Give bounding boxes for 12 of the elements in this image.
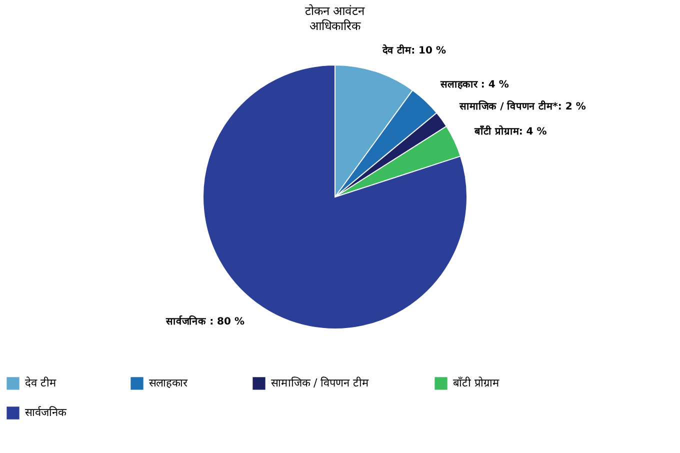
- data-label: सलाहकार : 4 %: [439, 80, 509, 91]
- legend-label: बाँटी प्रोग्राम: [453, 376, 500, 390]
- data-label: देव टीम: 10 %: [382, 44, 446, 57]
- chart-title: टोकन आवंटन: [305, 4, 365, 18]
- legend-label: देव टीम: [25, 376, 56, 390]
- data-label: सार्वजनिक : 80 %: [165, 314, 244, 328]
- legend-label: सार्वजनिक: [25, 406, 67, 419]
- data-label: बाँटी प्रोग्राम: 4 %: [473, 124, 547, 138]
- legend-label: सलाहकार: [149, 376, 188, 390]
- legend-label: सामाजिक / विपणन टीम: [271, 376, 370, 390]
- data-label: सामाजिक / विपणन टीम*: 2 %: [458, 99, 586, 112]
- chart-subtitle: आधिकारिक: [310, 19, 362, 33]
